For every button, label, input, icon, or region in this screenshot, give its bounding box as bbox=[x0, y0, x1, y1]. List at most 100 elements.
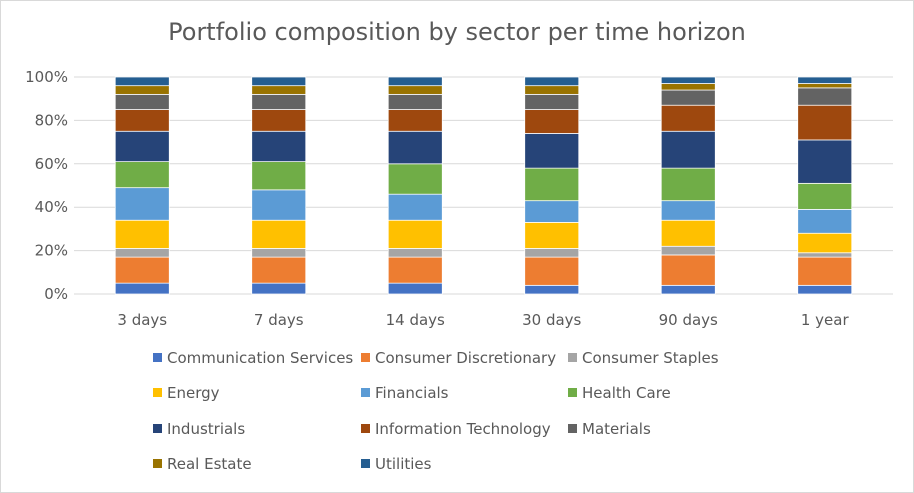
legend-swatch-materials bbox=[568, 424, 577, 433]
bar-segment-materials-1-year bbox=[797, 87, 853, 106]
bar-segment-industrials-7-days bbox=[251, 130, 307, 163]
bar-segment-consumer-discretionary-14-days bbox=[387, 256, 443, 284]
bar-segment-consumer-discretionary-1-year bbox=[797, 256, 853, 286]
legend-label-financials: Financials bbox=[375, 384, 449, 402]
bar-segment-utilities-1-year bbox=[797, 76, 853, 84]
bar-segment-energy-14-days bbox=[387, 219, 443, 249]
legend-label-consumer-discretionary: Consumer Discretionary bbox=[375, 349, 556, 367]
bar-segment-real-estate-3-days bbox=[114, 85, 170, 95]
bar-segment-industrials-14-days bbox=[387, 130, 443, 165]
bar-segment-energy-90-days bbox=[660, 219, 716, 247]
legend-swatch-industrials bbox=[153, 424, 162, 433]
bar-segment-industrials-30-days bbox=[524, 133, 580, 169]
y-tick-label: 20% bbox=[35, 242, 68, 260]
bar-segment-consumer-staples-30-days bbox=[524, 248, 580, 258]
bar-segment-information-technology-14-days bbox=[387, 109, 443, 132]
bar-segment-materials-30-days bbox=[524, 93, 580, 110]
legend-label-health-care: Health Care bbox=[582, 384, 671, 402]
legend-swatch-health-care bbox=[568, 388, 577, 397]
bar-segment-materials-14-days bbox=[387, 93, 443, 110]
bar-segment-consumer-discretionary-7-days bbox=[251, 256, 307, 284]
bar-segment-communication-services-30-days bbox=[524, 284, 580, 295]
chart-title: Portfolio composition by sector per time… bbox=[168, 18, 746, 46]
y-tick-label: 40% bbox=[35, 198, 68, 216]
y-tick-label: 0% bbox=[44, 285, 68, 303]
x-tick-label: 7 days bbox=[254, 311, 304, 329]
legend-label-communication-services: Communication Services bbox=[167, 349, 353, 367]
legend-label-information-technology: Information Technology bbox=[375, 420, 551, 438]
bar-segment-communication-services-14-days bbox=[387, 282, 443, 295]
legend-swatch-energy bbox=[153, 388, 162, 397]
y-tick-label: 100% bbox=[25, 68, 68, 86]
bar-segment-information-technology-3-days bbox=[114, 109, 170, 132]
bar-segment-health-care-30-days bbox=[524, 167, 580, 202]
bar-segment-information-technology-1-year bbox=[797, 104, 853, 141]
bar-segment-information-technology-30-days bbox=[524, 109, 580, 134]
legend-label-energy: Energy bbox=[167, 384, 220, 402]
bar-segment-real-estate-1-year bbox=[797, 83, 853, 89]
legend-label-utilities: Utilities bbox=[375, 455, 432, 473]
bar-segment-health-care-90-days bbox=[660, 167, 716, 202]
bar-segment-energy-3-days bbox=[114, 219, 170, 249]
bar-segment-consumer-discretionary-30-days bbox=[524, 256, 580, 286]
legend-swatch-information-technology bbox=[361, 424, 370, 433]
legend-swatch-consumer-discretionary bbox=[361, 353, 370, 362]
bar-segment-consumer-staples-7-days bbox=[251, 248, 307, 258]
bar-segment-materials-7-days bbox=[251, 93, 307, 110]
bar-segment-information-technology-90-days bbox=[660, 104, 716, 132]
legend-swatch-consumer-staples bbox=[568, 353, 577, 362]
legend-swatch-real-estate bbox=[153, 459, 162, 468]
x-tick-label: 14 days bbox=[386, 311, 445, 329]
bar-segment-utilities-14-days bbox=[387, 76, 443, 87]
y-tick-label: 60% bbox=[35, 155, 68, 173]
bar-segment-health-care-7-days bbox=[251, 161, 307, 191]
bar-segment-industrials-90-days bbox=[660, 130, 716, 169]
bar-segment-health-care-14-days bbox=[387, 163, 443, 195]
bar-segment-consumer-staples-1-year bbox=[797, 252, 853, 258]
bar-segment-communication-services-7-days bbox=[251, 282, 307, 295]
legend-label-consumer-staples: Consumer Staples bbox=[582, 349, 719, 367]
bar-segment-energy-7-days bbox=[251, 219, 307, 249]
x-tick-label: 3 days bbox=[117, 311, 167, 329]
legend-label-industrials: Industrials bbox=[167, 420, 245, 438]
bar-segment-communication-services-1-year bbox=[797, 284, 853, 295]
bar-segment-materials-3-days bbox=[114, 93, 170, 110]
bar-segment-utilities-90-days bbox=[660, 76, 716, 84]
bar-segment-financials-90-days bbox=[660, 200, 716, 221]
bar-segment-communication-services-90-days bbox=[660, 284, 716, 295]
bar-segment-consumer-staples-90-days bbox=[660, 245, 716, 256]
legend-label-materials: Materials bbox=[582, 420, 651, 438]
bar-segment-financials-3-days bbox=[114, 187, 170, 221]
bar-segment-financials-30-days bbox=[524, 200, 580, 223]
bar-segment-consumer-staples-14-days bbox=[387, 248, 443, 258]
legend-swatch-utilities bbox=[361, 459, 370, 468]
bar-segment-consumer-staples-3-days bbox=[114, 248, 170, 258]
bar-segment-real-estate-7-days bbox=[251, 85, 307, 95]
bar-segment-industrials-1-year bbox=[797, 139, 853, 184]
bar-segment-real-estate-30-days bbox=[524, 85, 580, 95]
y-tick-label: 80% bbox=[35, 111, 68, 129]
legend-label-real-estate: Real Estate bbox=[167, 455, 252, 473]
legend-swatch-communication-services bbox=[153, 353, 162, 362]
bar-segment-utilities-30-days bbox=[524, 76, 580, 87]
legend-swatch-financials bbox=[361, 388, 370, 397]
bar-segment-energy-30-days bbox=[524, 222, 580, 249]
bar-segment-real-estate-14-days bbox=[387, 85, 443, 95]
bar-segment-utilities-7-days bbox=[251, 76, 307, 87]
x-tick-label: 30 days bbox=[522, 311, 581, 329]
bar-segment-information-technology-7-days bbox=[251, 109, 307, 132]
bar-segment-energy-1-year bbox=[797, 232, 853, 254]
x-tick-label: 1 year bbox=[801, 311, 850, 329]
x-tick-label: 90 days bbox=[659, 311, 718, 329]
bar-segment-financials-14-days bbox=[387, 193, 443, 221]
bar-segment-health-care-3-days bbox=[114, 161, 170, 189]
bar-segment-financials-1-year bbox=[797, 208, 853, 234]
bar-segment-materials-90-days bbox=[660, 89, 716, 106]
bar-segment-consumer-discretionary-3-days bbox=[114, 256, 170, 284]
bar-segment-utilities-3-days bbox=[114, 76, 170, 87]
bar-segment-communication-services-3-days bbox=[114, 282, 170, 295]
bar-segment-industrials-3-days bbox=[114, 130, 170, 163]
bar-segment-consumer-discretionary-90-days bbox=[660, 254, 716, 286]
bar-segment-real-estate-90-days bbox=[660, 83, 716, 91]
